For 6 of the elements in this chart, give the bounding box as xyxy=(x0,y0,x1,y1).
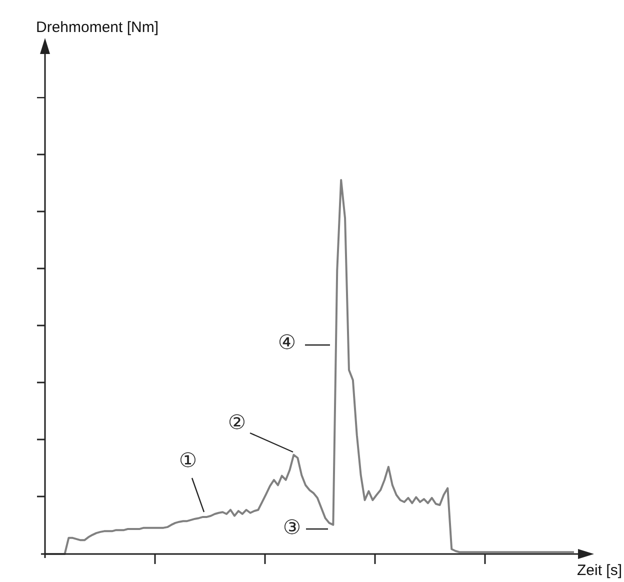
annotation: ① xyxy=(179,448,197,472)
text: Drehmoment [Nm] xyxy=(36,19,159,36)
annotation: ③ xyxy=(283,515,301,540)
x-axis-title: Zeit [s] xyxy=(576,562,622,579)
annotation: ② xyxy=(228,410,246,434)
annotation: ④ xyxy=(278,330,296,354)
